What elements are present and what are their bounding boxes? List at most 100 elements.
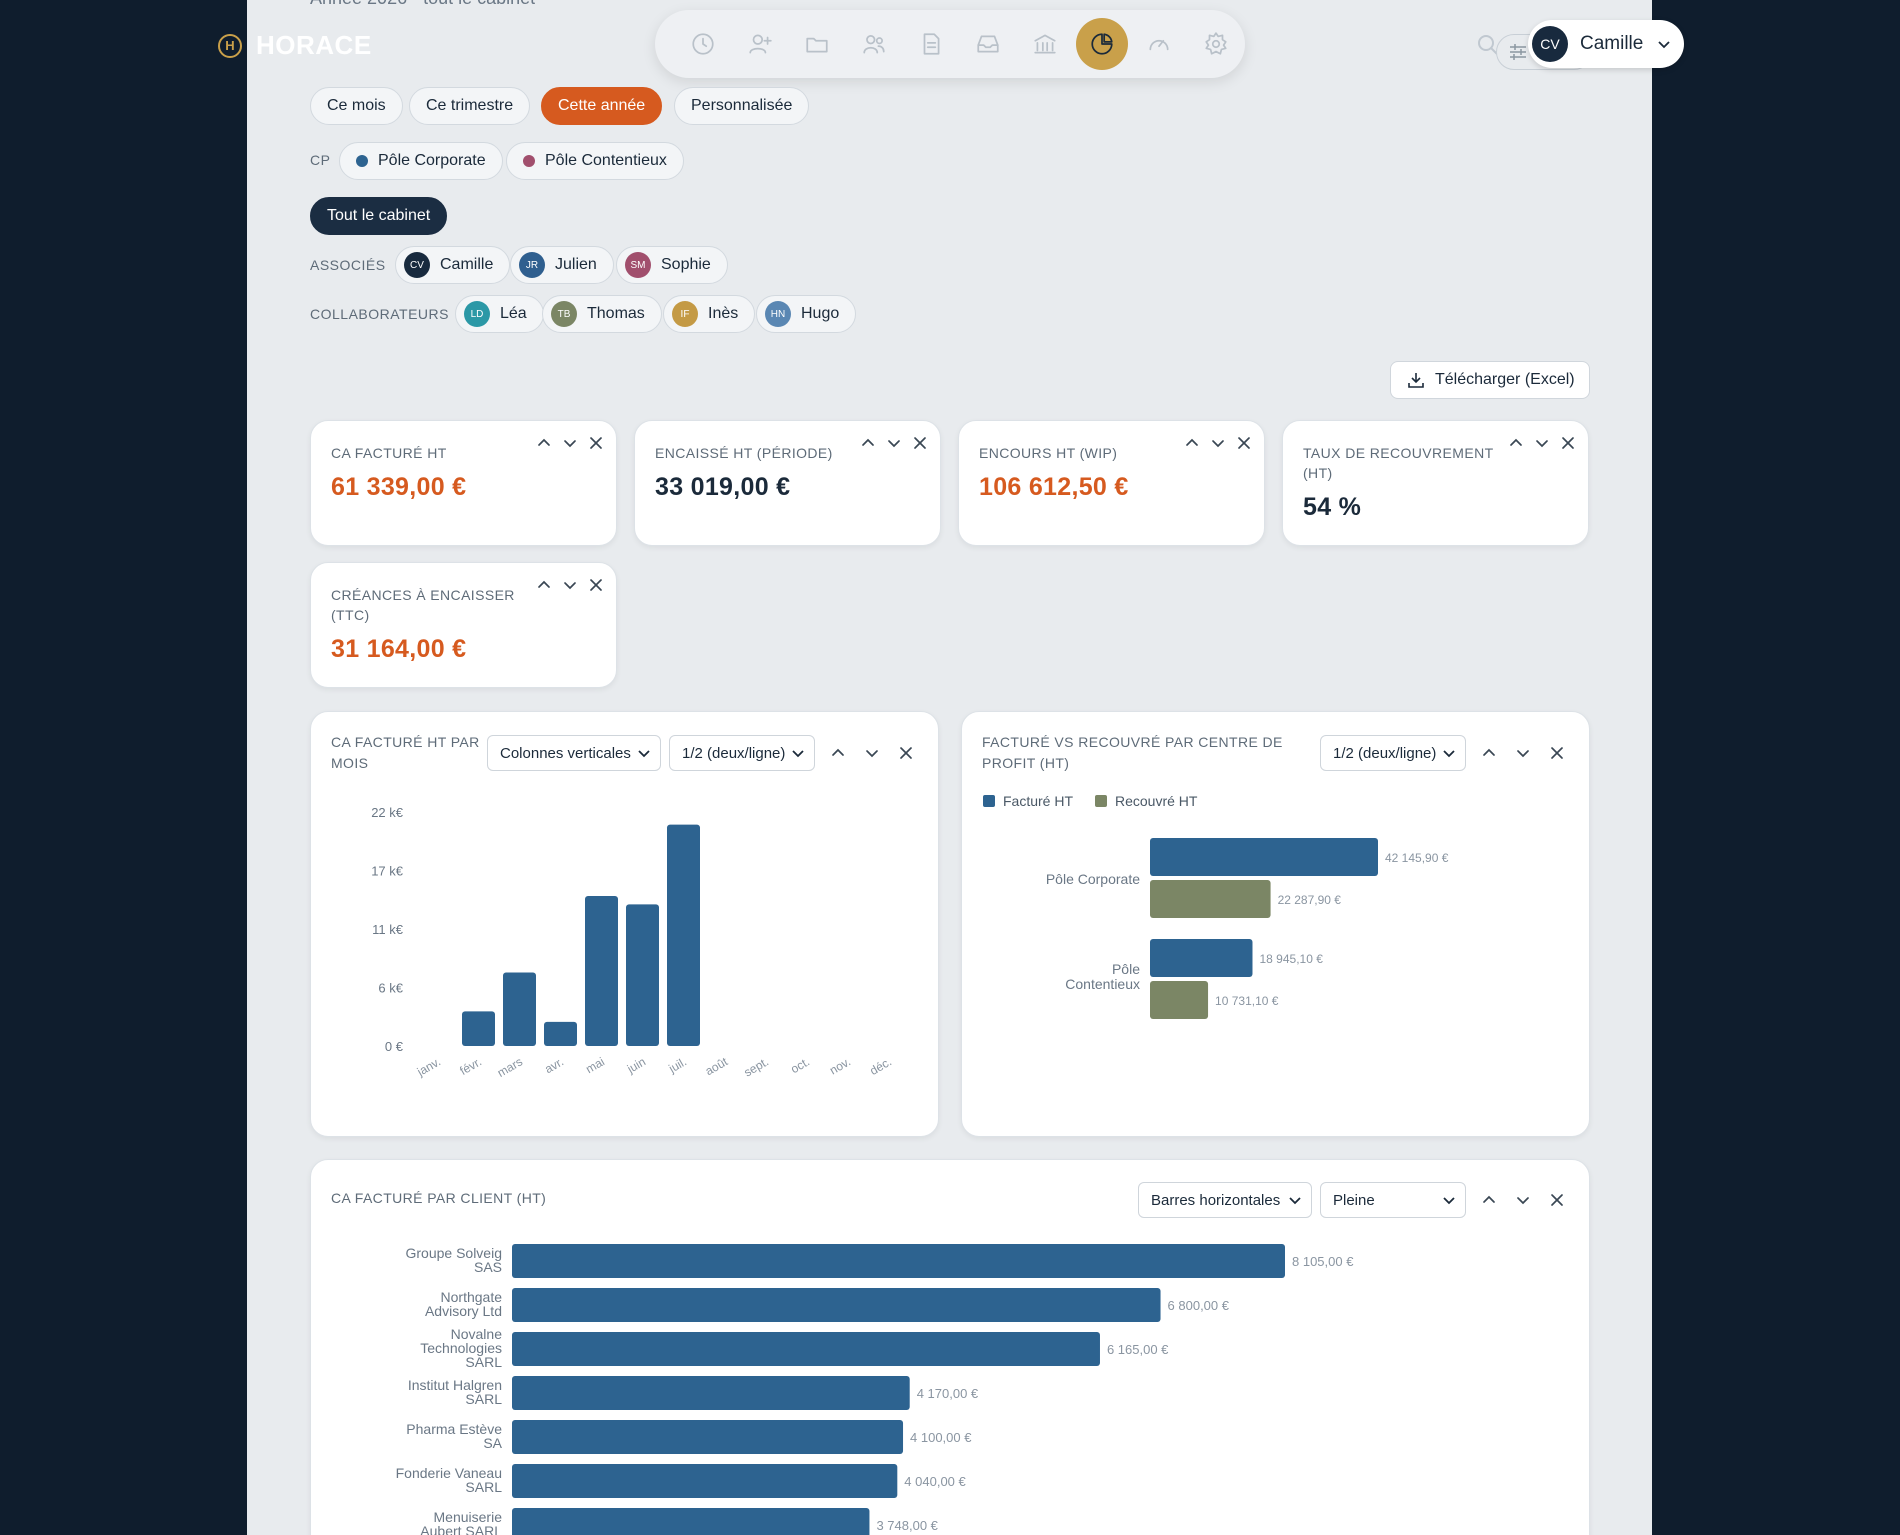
category-label: Pôle: [1112, 961, 1140, 977]
move-up-icon[interactable]: [536, 577, 552, 593]
nav-document[interactable]: [905, 18, 957, 70]
bank-icon: [1034, 34, 1056, 54]
move-down-icon[interactable]: [1515, 745, 1531, 761]
collaborateur-hugo[interactable]: HN Hugo: [756, 295, 857, 333]
move-down-icon[interactable]: [1210, 435, 1226, 451]
filter-ce-mois[interactable]: Ce mois: [310, 87, 403, 125]
filter-cette-annee[interactable]: Cette année: [541, 87, 663, 125]
client-label: Fonderie Vaneau: [396, 1465, 502, 1481]
close-icon[interactable]: [898, 745, 914, 761]
chart-type-select[interactable]: Colonnes verticales: [487, 735, 661, 771]
kpi-value: 61 339,00 €: [331, 473, 467, 501]
nav-bank[interactable]: [1019, 18, 1071, 70]
chart-title: CA FACTURÉ HT PAR MOIS: [331, 734, 480, 771]
collaborateur-ines[interactable]: IF Inès: [663, 295, 756, 333]
chart-width-select[interactable]: Pleine: [1320, 1182, 1466, 1218]
x-tick-label: sept.: [741, 1054, 771, 1079]
move-up-icon[interactable]: [860, 435, 876, 451]
bar-value-label: 4 100,00 €: [910, 1430, 972, 1445]
user-menu[interactable]: CV Camille: [1528, 20, 1684, 68]
move-down-icon[interactable]: [886, 435, 902, 451]
nav-users[interactable]: [848, 18, 900, 70]
nav-pie-chart[interactable]: [1076, 18, 1128, 70]
category-label: Pôle Corporate: [1046, 871, 1140, 887]
move-up-icon[interactable]: [1481, 1192, 1497, 1208]
chart-card-profit-center: FACTURÉ VS RECOUVRÉ PAR CENTRE DE PROFIT…: [961, 711, 1590, 1137]
pill-label: Pôle Corporate: [378, 152, 486, 169]
associes-label: ASSOCIÉS: [310, 257, 386, 273]
move-up-icon[interactable]: [1508, 435, 1524, 451]
associe-camille[interactable]: CV Camille: [395, 246, 511, 284]
bar-juin: [626, 904, 659, 1046]
card-controls: [1481, 1192, 1565, 1208]
bar-avr: [544, 1021, 577, 1046]
collaborateur-thomas[interactable]: TB Thomas: [542, 295, 662, 333]
chevron-down-icon: [1289, 1197, 1301, 1205]
close-icon[interactable]: [588, 435, 604, 451]
client-bar: [512, 1288, 1161, 1322]
nav-gear[interactable]: [1190, 18, 1242, 70]
chart-type-select[interactable]: Barres horizontales: [1138, 1182, 1312, 1218]
scope-tout-le-cabinet[interactable]: Tout le cabinet: [310, 197, 448, 235]
x-tick-label: juil.: [666, 1054, 689, 1076]
chart-width-select[interactable]: 1/2 (deux/ligne): [1320, 735, 1466, 771]
move-up-icon[interactable]: [1184, 435, 1200, 451]
kpi-card-encours: ENCOURS HT (WIP) 106 612,50 €: [958, 420, 1265, 546]
move-down-icon[interactable]: [1515, 1192, 1531, 1208]
chevron-down-icon: [638, 750, 650, 758]
nav-inbox[interactable]: [962, 18, 1014, 70]
move-up-icon[interactable]: [830, 745, 846, 761]
nav-user-plus[interactable]: [734, 18, 786, 70]
y-tick-label: 0 €: [385, 1039, 404, 1054]
legend-label: Facturé HT: [1003, 793, 1073, 809]
move-up-icon[interactable]: [536, 435, 552, 451]
close-icon[interactable]: [1549, 1192, 1565, 1208]
pill-label: Sophie: [661, 256, 711, 273]
bar-value-label: 6 800,00 €: [1168, 1298, 1230, 1313]
close-icon[interactable]: [588, 577, 604, 593]
download-icon: [1408, 373, 1424, 388]
filter-personnalisee[interactable]: Personnalisée: [674, 87, 810, 125]
close-icon[interactable]: [1236, 435, 1252, 451]
download-excel-button[interactable]: Télécharger (Excel): [1390, 361, 1590, 399]
nav-folder[interactable]: [791, 18, 843, 70]
bar-value-label: 4 040,00 €: [904, 1474, 966, 1489]
user-plus-icon: [749, 34, 772, 54]
client-bar: [512, 1420, 904, 1454]
cp-pole-corporate[interactable]: Pôle Corporate: [339, 142, 503, 180]
card-controls: [830, 745, 914, 761]
select-value: Barres horizontales: [1151, 1191, 1281, 1209]
kpi-title: ENCAISSÉ HT (PÉRIODE): [655, 445, 833, 461]
kpi-title: ENCOURS HT (WIP): [979, 445, 1118, 461]
associe-julien[interactable]: JR Julien: [510, 246, 614, 284]
client-bar: [512, 1376, 910, 1410]
close-icon[interactable]: [912, 435, 928, 451]
inbox-icon: [977, 35, 999, 53]
cp-pole-contentieux[interactable]: Pôle Contentieux: [506, 142, 684, 180]
folder-icon: [806, 37, 828, 53]
client-label: Advisory Ltd: [425, 1303, 502, 1319]
nav-gauge[interactable]: [1133, 18, 1185, 70]
client-label: Pharma Estève: [406, 1421, 502, 1437]
avatar: HN: [765, 301, 791, 327]
nav-clock[interactable]: [677, 18, 729, 70]
associe-sophie[interactable]: SM Sophie: [616, 246, 728, 284]
avatar: IF: [672, 301, 698, 327]
move-down-icon[interactable]: [1534, 435, 1550, 451]
filter-ce-trimestre[interactable]: Ce trimestre: [409, 87, 531, 125]
pill-label: Thomas: [587, 305, 645, 322]
chart-card-clients: CA FACTURÉ PAR CLIENT (HT) Barres horizo…: [310, 1159, 1590, 1535]
collaborateur-lea[interactable]: LD Léa: [455, 295, 544, 333]
close-icon[interactable]: [1549, 745, 1565, 761]
kpi-card-taux-recouvrement: TAUX DE RECOUVREMENT (HT) 54 %: [1282, 420, 1589, 546]
document-icon: [923, 33, 940, 55]
move-up-icon[interactable]: [1481, 745, 1497, 761]
x-tick-label: oct.: [788, 1054, 812, 1076]
move-down-icon[interactable]: [562, 577, 578, 593]
app-logo[interactable]: H HORACE: [218, 30, 372, 61]
chart-width-select[interactable]: 1/2 (deux/ligne): [669, 735, 815, 771]
close-icon[interactable]: [1560, 435, 1576, 451]
pie-chart-icon: [1091, 33, 1113, 55]
move-down-icon[interactable]: [864, 745, 880, 761]
move-down-icon[interactable]: [562, 435, 578, 451]
